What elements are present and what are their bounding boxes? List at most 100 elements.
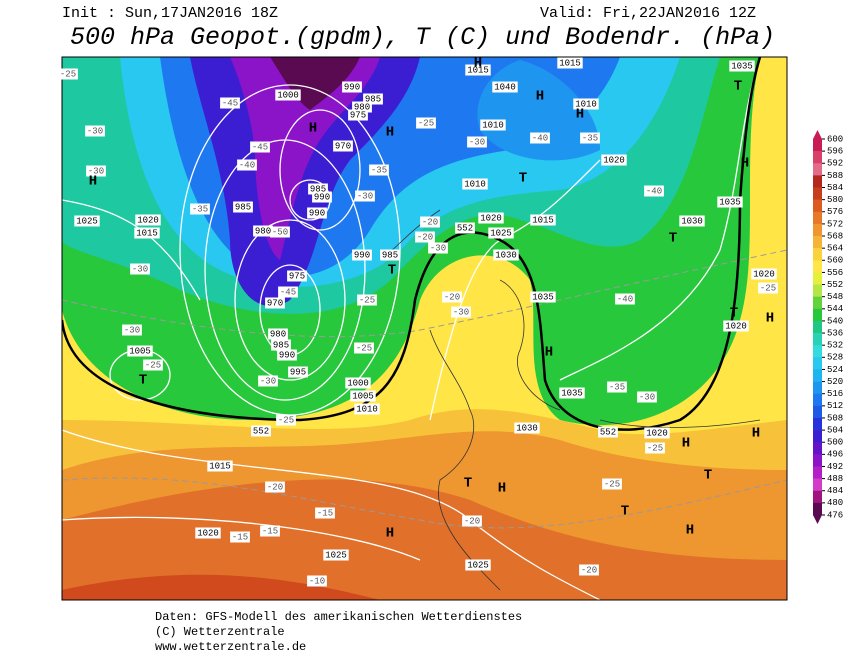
isobar-label: 1015 bbox=[559, 58, 581, 68]
temperature-label-box bbox=[462, 515, 482, 527]
pressure-center: H bbox=[576, 107, 584, 123]
pressure-center: T bbox=[621, 504, 629, 520]
isobar-label: 980 bbox=[255, 226, 271, 236]
colorbar-label: 508 bbox=[827, 413, 843, 423]
colorbar-segment bbox=[813, 284, 822, 297]
isobar-label-box bbox=[717, 196, 743, 208]
isobar-label: 985 bbox=[235, 202, 251, 212]
isobar-label: 1035 bbox=[532, 292, 554, 302]
colorbar-segment bbox=[813, 381, 822, 395]
colorbar-segment bbox=[813, 236, 822, 249]
isobar-label-box bbox=[135, 214, 161, 226]
temperature-label: -20 bbox=[267, 482, 283, 492]
map-title: 500 hPa Geopot.(gpdm), T (C) und Bodendr… bbox=[70, 23, 775, 52]
isobar-label-box bbox=[288, 366, 308, 378]
isobar-label-box bbox=[601, 154, 627, 166]
isobar-label-box bbox=[679, 215, 705, 227]
contour-label: 552 bbox=[253, 426, 269, 436]
isotherms bbox=[62, 249, 787, 529]
colorbar-label: 496 bbox=[827, 450, 843, 460]
temperature-label-box bbox=[580, 132, 600, 144]
temperature-label-box bbox=[315, 507, 335, 519]
temperature-label: -20 bbox=[422, 217, 438, 227]
colorbar-segment bbox=[813, 151, 822, 164]
temperature-label: -25 bbox=[647, 443, 663, 453]
isobar-label: 1025 bbox=[325, 550, 347, 560]
colorbar-segment bbox=[813, 223, 822, 237]
colorbar-segment bbox=[813, 320, 822, 334]
isobar-label-box bbox=[530, 214, 556, 226]
temperature-label: -30 bbox=[639, 392, 655, 402]
isobar-label-box bbox=[559, 387, 585, 399]
isobar-label-box bbox=[308, 183, 328, 195]
colorbar-label: 588 bbox=[827, 171, 843, 181]
temperature-label: -30 bbox=[132, 264, 148, 274]
isobar-label: 1010 bbox=[575, 99, 597, 109]
isobar-label-box bbox=[74, 215, 100, 227]
colorbar-arrow-top bbox=[813, 130, 822, 139]
isobar-label: 1010 bbox=[356, 404, 378, 414]
temperature-label: -30 bbox=[453, 307, 469, 317]
temperature-label: -20 bbox=[464, 516, 480, 526]
temperature-label: -25 bbox=[418, 118, 434, 128]
isobar-label: 1035 bbox=[719, 197, 741, 207]
colorbar-label: 556 bbox=[827, 268, 843, 278]
contour-label: 552 bbox=[600, 427, 616, 437]
isobar-label-box bbox=[465, 559, 491, 571]
colorbar-label: 576 bbox=[827, 207, 843, 217]
isobar-label: 1020 bbox=[725, 321, 747, 331]
colorbar-label: 476 bbox=[827, 510, 843, 520]
temperature-label-box bbox=[258, 375, 278, 387]
temperature-label: -30 bbox=[260, 376, 276, 386]
temperature-label: -30 bbox=[469, 137, 485, 147]
temperature-label: -35 bbox=[192, 204, 208, 214]
colorbar-label: 572 bbox=[827, 219, 843, 229]
colorbar: 600 596 592 588 584 580 576 572 568 564 560 556 552 5… bbox=[813, 130, 843, 524]
isobar-label: 1015 bbox=[467, 65, 489, 75]
isobar-label: 975 bbox=[350, 110, 366, 120]
pressure-center: H bbox=[386, 526, 394, 542]
isobar-label: 1030 bbox=[495, 250, 517, 260]
temperature-label-box bbox=[607, 381, 627, 393]
temperature-label: -25 bbox=[760, 283, 776, 293]
temperature-label: -40 bbox=[239, 160, 255, 170]
colorbar-label: 480 bbox=[827, 498, 843, 508]
isobar-label-box bbox=[233, 201, 253, 213]
pressure-center: H bbox=[536, 89, 544, 105]
pressure-center: H bbox=[766, 311, 774, 327]
isobar-label-box bbox=[350, 390, 376, 402]
contour-label-box bbox=[251, 425, 271, 437]
colorbar-segment bbox=[813, 272, 822, 285]
contour-label: 552 bbox=[457, 223, 473, 233]
colorbar-label: 500 bbox=[827, 438, 843, 448]
isobar-label: 985 bbox=[382, 250, 398, 260]
isobar-label: 1020 bbox=[197, 528, 219, 538]
isobar-label: 1020 bbox=[753, 269, 775, 279]
colorbar-label: 516 bbox=[827, 389, 843, 399]
valid-time: Valid: Fri,22JAN2016 12Z bbox=[540, 5, 756, 22]
isobar-label-box bbox=[557, 57, 583, 69]
colorbar-segment bbox=[813, 430, 822, 443]
isobar-label: 1035 bbox=[561, 388, 583, 398]
isobar-label-box bbox=[277, 349, 297, 361]
field bbox=[230, 57, 380, 260]
isobar-label-box bbox=[348, 109, 368, 121]
pressure-center: H bbox=[386, 125, 394, 141]
temperature-label-box bbox=[530, 132, 550, 144]
isobar-label-box bbox=[514, 422, 540, 434]
temperature-label: -40 bbox=[532, 133, 548, 143]
isobar-label-box bbox=[268, 328, 288, 340]
temperature-label-box bbox=[442, 291, 462, 303]
isobar-label-box bbox=[480, 119, 506, 131]
isobar-label: 1005 bbox=[352, 391, 374, 401]
isobar-label: 975 bbox=[289, 271, 305, 281]
temperature-label: -35 bbox=[582, 133, 598, 143]
field bbox=[270, 57, 360, 110]
colorbar-label: 504 bbox=[827, 425, 843, 435]
colorbar-segment bbox=[813, 333, 822, 346]
temperature-label-box bbox=[130, 263, 150, 275]
colorbar-segment bbox=[813, 369, 822, 382]
temperature-label: -20 bbox=[581, 565, 597, 575]
contour-552 bbox=[62, 57, 762, 431]
temperature-label: -30 bbox=[87, 126, 103, 136]
